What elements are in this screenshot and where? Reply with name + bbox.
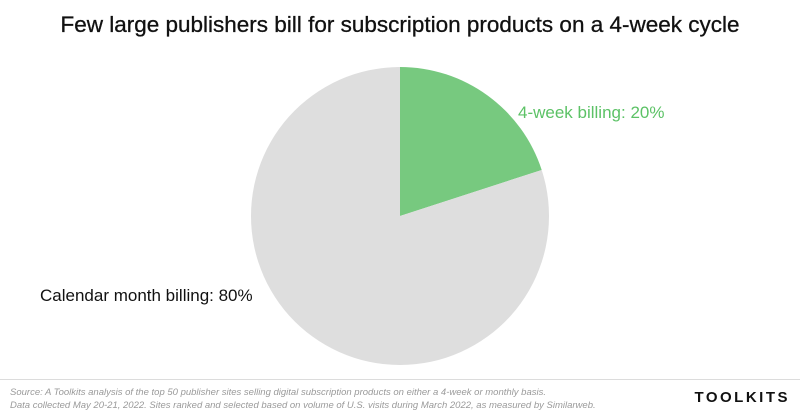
source-line-1: Source: A Toolkits analysis of the top 5… <box>10 387 546 398</box>
footer-divider <box>0 379 800 380</box>
pie-slice-1 <box>250 67 549 365</box>
source-line-2: Data collected May 20-21, 2022. Sites ra… <box>10 400 596 411</box>
source-note: Source: A Toolkits analysis of the top 5… <box>10 386 650 412</box>
toolkits-logo: TOOLKITS <box>694 389 790 406</box>
slice-label-1: Calendar month billing: 80% <box>40 286 253 305</box>
slice-label-0: 4-week billing: 20% <box>518 103 664 122</box>
chart-title: Few large publishers bill for subscripti… <box>60 12 740 37</box>
pie-slice-0 <box>400 67 542 216</box>
